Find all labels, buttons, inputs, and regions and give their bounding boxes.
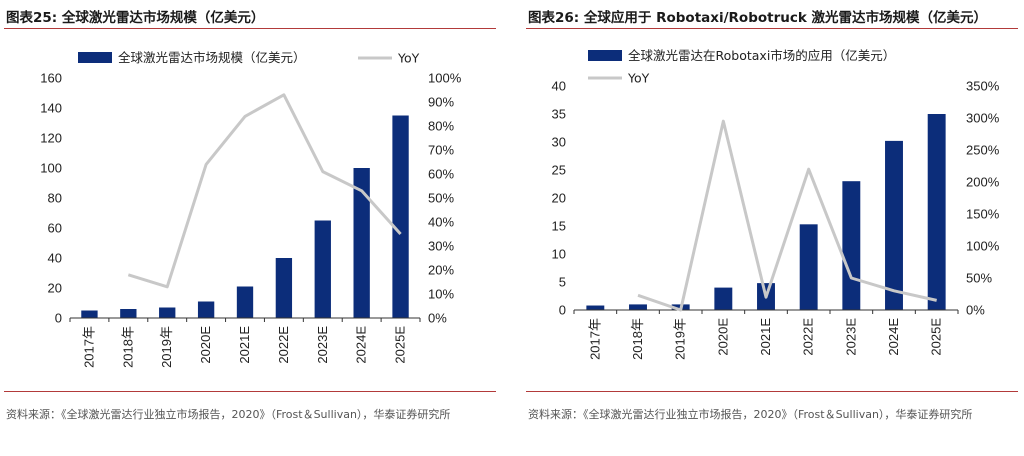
y-left-tick-label: 10 [552, 247, 566, 262]
yoy-line [127, 93, 402, 289]
chart-title: 图表26: 全球应用于 Robotaxi/Robotruck 激光雷达市场规模（… [528, 10, 988, 26]
y-left-tick-label: 80 [48, 191, 62, 206]
bar [586, 305, 605, 310]
x-tick-label: 2024E [886, 318, 901, 356]
legend-bar-swatch [78, 52, 112, 63]
y-right-tick-label: 200% [966, 175, 1000, 190]
y-left-tick-label: 35 [552, 107, 566, 122]
y-right-tick-label: 350% [966, 79, 1000, 94]
y-right-tick-label: 300% [966, 111, 1000, 126]
y-right-tick-label: 80% [428, 119, 454, 134]
y-left-tick-label: 0 [559, 303, 566, 318]
y-right-tick-label: 50% [966, 271, 992, 286]
y-right-tick-label: 30% [428, 239, 454, 254]
y-right-tick-label: 10% [428, 287, 454, 302]
y-right-tick-label: 100% [428, 71, 462, 86]
bar [275, 258, 293, 318]
source-rule [4, 391, 496, 392]
x-tick-label: 2018年 [630, 318, 645, 360]
source-note: 资料来源：《全球激光雷达行业独立市场报告，2020》（Frost＆Sulliva… [6, 408, 451, 421]
bar [842, 181, 861, 310]
y-left-tick-label: 0 [55, 311, 62, 326]
y-right-tick-label: 70% [428, 143, 454, 158]
y-left-tick-label: 140 [40, 101, 62, 116]
y-right-tick-label: 0% [966, 303, 985, 318]
yoy-line [637, 119, 937, 312]
x-tick-label: 2021E [758, 318, 773, 356]
y-left-tick-label: 30 [552, 135, 566, 150]
y-left-tick-label: 25 [552, 163, 566, 178]
bar [629, 304, 647, 310]
y-left-tick-label: 20 [552, 191, 566, 206]
y-right-tick-label: 50% [428, 191, 454, 206]
y-left-tick-label: 100 [40, 161, 62, 176]
y-right-tick-label: 20% [428, 263, 454, 278]
bar [159, 307, 176, 318]
bar [392, 115, 409, 318]
source-note: 资料来源：《全球激光雷达行业独立市场报告，2020》（Frost＆Sulliva… [528, 408, 973, 421]
robotaxi-lidar-chart: 0 5 10 15 20 25 30 35 40 0% 50% 100% 150% 200% 250% 300… [552, 48, 1000, 360]
x-tick-label: 2017年 [587, 318, 602, 360]
bar [714, 287, 733, 310]
y-left-tick-label: 160 [40, 71, 62, 86]
bar [799, 224, 818, 310]
x-tick-label: 2017年 [81, 326, 96, 368]
y-right-tick-label: 250% [966, 143, 1000, 158]
x-tick-label: 2023E [315, 326, 330, 364]
y-right-tick-label: 90% [428, 95, 454, 110]
x-tick-label: 2018年 [120, 326, 135, 368]
title-rule [4, 28, 496, 29]
bar [885, 140, 903, 310]
x-tick-label: 2019年 [673, 318, 688, 360]
y-left-tick-label: 5 [559, 275, 566, 290]
legend-line-label: YoY [397, 51, 420, 66]
bar [236, 286, 254, 318]
y-right-tick-label: 60% [428, 167, 454, 182]
lidar-market-chart: 0 20 40 60 80 100 120 140 160 0% 10% 20% 30% 40% 50% 60… [40, 50, 462, 368]
bar [314, 220, 331, 318]
bar [927, 114, 946, 310]
x-tick-label: 2025E [929, 318, 944, 356]
y-right-tick-label: 40% [428, 215, 454, 230]
bar [197, 301, 215, 318]
y-right-tick-label: 150% [966, 207, 1000, 222]
bar [353, 168, 370, 318]
legend-bar-label: 全球激光雷达市场规模（亿美元） [118, 50, 306, 65]
bar [120, 309, 137, 318]
chart-title: 图表25: 全球激光雷达市场规模（亿美元） [6, 10, 265, 26]
legend-bar-swatch [588, 50, 622, 61]
x-tick-label: 2019年 [159, 326, 174, 368]
x-tick-label: 2020E [198, 326, 213, 364]
y-right-tick-label: 100% [966, 239, 1000, 254]
y-left-tick-label: 40 [552, 79, 566, 94]
x-tick-label: 2025E [393, 326, 408, 364]
y-left-tick-label: 60 [48, 221, 62, 236]
bar [81, 310, 98, 318]
legend-bar-label: 全球激光雷达在Robotaxi市场的应用（亿美元） [628, 48, 895, 63]
source-rule [526, 391, 1018, 392]
x-tick-label: 2020E [715, 318, 730, 356]
legend-line-label: YoY [627, 71, 650, 86]
title-rule [526, 28, 1018, 29]
x-tick-label: 2022E [801, 318, 816, 356]
y-right-tick-label: 0% [428, 311, 447, 326]
x-tick-label: 2024E [354, 326, 369, 364]
chart-panel-26: 图表26: 全球应用于 Robotaxi/Robotruck 激光雷达市场规模（… [522, 0, 1022, 456]
x-tick-label: 2021E [237, 326, 252, 364]
y-left-tick-label: 120 [40, 131, 62, 146]
y-left-tick-label: 20 [48, 281, 62, 296]
chart-panel-25: 图表25: 全球激光雷达市场规模（亿美元） 0 20 40 60 80 100 120 140… [0, 0, 500, 456]
x-tick-label: 2023E [843, 318, 858, 356]
y-left-tick-label: 15 [552, 219, 566, 234]
y-left-tick-label: 40 [48, 251, 62, 266]
x-tick-label: 2022E [276, 326, 291, 364]
